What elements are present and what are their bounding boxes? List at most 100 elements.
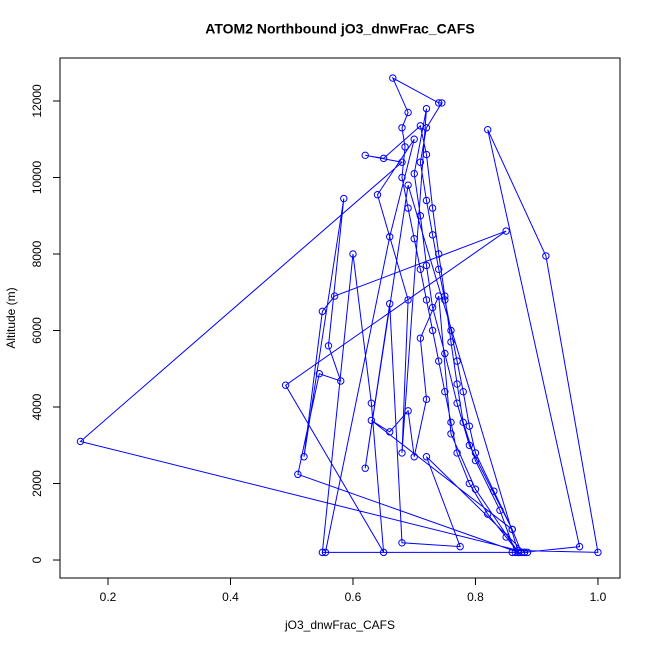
point bbox=[520, 548, 529, 557]
point bbox=[398, 158, 406, 166]
point bbox=[337, 377, 345, 385]
plot-frame bbox=[59, 57, 621, 579]
point bbox=[447, 326, 455, 335]
point bbox=[318, 307, 327, 316]
point bbox=[471, 449, 480, 457]
point bbox=[435, 250, 443, 258]
point bbox=[502, 533, 510, 541]
point bbox=[389, 74, 397, 82]
point bbox=[379, 154, 388, 163]
point bbox=[340, 194, 348, 203]
x-tick-label: 1.0 bbox=[590, 590, 607, 604]
point bbox=[422, 261, 431, 270]
point bbox=[321, 548, 330, 557]
point bbox=[367, 399, 376, 407]
point bbox=[422, 453, 431, 461]
point bbox=[511, 548, 519, 557]
point bbox=[349, 250, 357, 258]
point bbox=[401, 143, 409, 151]
point bbox=[422, 296, 431, 304]
point bbox=[435, 99, 443, 107]
point bbox=[330, 292, 339, 300]
point bbox=[465, 441, 474, 449]
point bbox=[404, 108, 412, 117]
point bbox=[484, 125, 492, 134]
point bbox=[435, 357, 443, 365]
point bbox=[484, 510, 492, 518]
y-axis-label: Altitude (m) bbox=[4, 287, 18, 348]
point bbox=[318, 548, 327, 557]
point bbox=[453, 399, 461, 407]
point bbox=[300, 453, 308, 461]
point bbox=[490, 487, 498, 495]
point bbox=[76, 437, 85, 446]
point bbox=[459, 418, 467, 427]
point bbox=[404, 407, 412, 415]
y-tick-label: 8000 bbox=[30, 240, 44, 267]
y-tick-label: 4000 bbox=[30, 393, 44, 420]
point bbox=[422, 150, 431, 159]
point bbox=[447, 338, 455, 346]
point bbox=[398, 124, 406, 132]
point bbox=[465, 422, 474, 430]
point bbox=[422, 196, 431, 205]
y-tick-label: 2000 bbox=[30, 470, 44, 497]
point bbox=[315, 370, 324, 378]
point bbox=[386, 300, 394, 308]
x-axis-label: jO3_dnwFrac_CAFS bbox=[284, 618, 395, 632]
point bbox=[416, 122, 425, 130]
x-tick-label: 0.8 bbox=[467, 590, 484, 604]
y-tick-label: 10000 bbox=[30, 160, 44, 194]
point bbox=[441, 349, 449, 358]
point bbox=[435, 265, 443, 274]
point bbox=[386, 233, 394, 241]
point bbox=[416, 158, 425, 166]
point bbox=[398, 173, 406, 182]
point bbox=[508, 548, 516, 557]
point bbox=[324, 342, 333, 350]
point bbox=[294, 470, 302, 479]
x-tick-label: 0.2 bbox=[100, 590, 117, 604]
point bbox=[398, 449, 406, 457]
point bbox=[471, 485, 480, 493]
point bbox=[404, 204, 412, 212]
point bbox=[404, 296, 412, 304]
point bbox=[594, 548, 602, 557]
point bbox=[453, 449, 461, 457]
point bbox=[428, 326, 437, 335]
point bbox=[398, 539, 406, 547]
y-tick-label: 12000 bbox=[30, 84, 44, 118]
point bbox=[542, 252, 550, 260]
point bbox=[410, 235, 418, 243]
chart-title: ATOM2 Northbound jO3_dnwFrac_CAFS bbox=[205, 21, 474, 37]
point bbox=[428, 303, 437, 312]
point bbox=[447, 418, 455, 427]
point bbox=[422, 395, 431, 404]
point bbox=[575, 542, 584, 551]
point bbox=[428, 204, 437, 212]
point bbox=[508, 525, 516, 534]
point bbox=[465, 479, 474, 488]
point bbox=[441, 296, 449, 304]
point bbox=[459, 388, 467, 396]
point bbox=[453, 380, 461, 388]
point bbox=[441, 388, 449, 396]
point bbox=[447, 430, 455, 438]
point bbox=[428, 231, 437, 239]
point bbox=[379, 548, 388, 557]
point bbox=[361, 151, 369, 160]
point bbox=[422, 104, 431, 113]
y-tick-label: 0 bbox=[30, 556, 44, 563]
point bbox=[523, 548, 532, 557]
point bbox=[416, 334, 425, 342]
point bbox=[435, 292, 443, 300]
point bbox=[410, 135, 418, 143]
point bbox=[453, 357, 461, 365]
point bbox=[410, 453, 418, 461]
point bbox=[502, 227, 510, 235]
point bbox=[416, 265, 425, 274]
point bbox=[496, 506, 504, 514]
x-tick-label: 0.4 bbox=[222, 590, 239, 604]
